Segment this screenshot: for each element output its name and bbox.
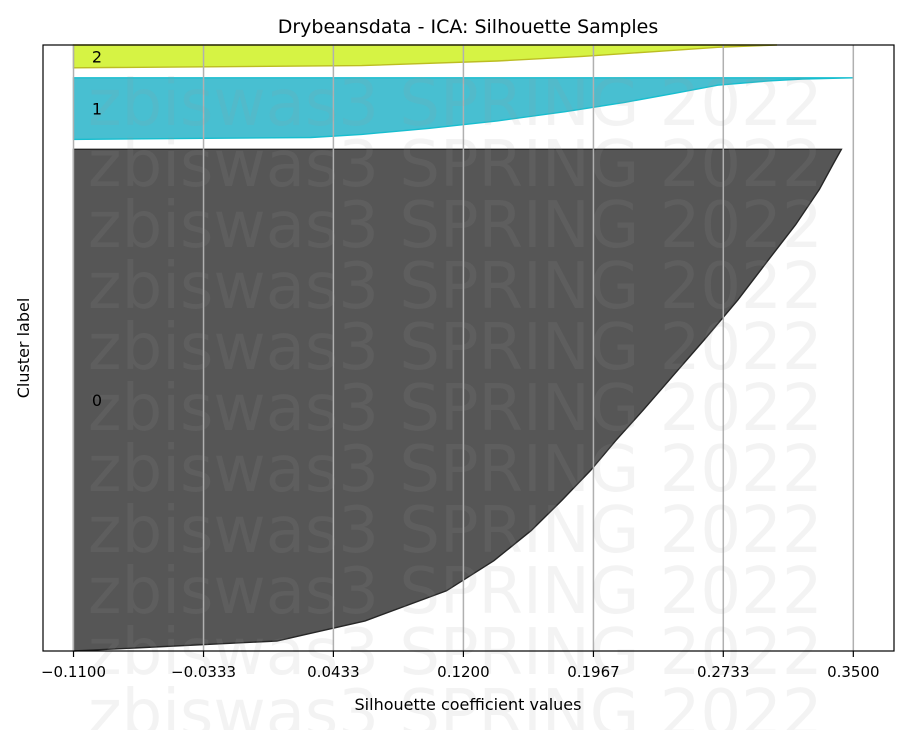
cluster-label-1: 1 bbox=[92, 100, 102, 119]
silhouette-cluster-0 bbox=[72, 148, 843, 652]
x-tick-label: −0.1100 bbox=[41, 663, 106, 681]
watermark-text: zbiswas3 SPRING 2022 bbox=[88, 189, 823, 263]
watermark-text: zbiswas3 SPRING 2022 bbox=[88, 433, 823, 507]
silhouette-cluster-2 bbox=[72, 44, 778, 69]
x-grid bbox=[72, 45, 855, 651]
watermark-text: zbiswas3 SPRING 2022 bbox=[88, 311, 823, 385]
cluster-label-0: 0 bbox=[92, 391, 102, 410]
x-tick-label: 0.1200 bbox=[437, 663, 490, 681]
x-tick-label: 0.2733 bbox=[697, 663, 750, 681]
x-axis-label: Silhouette coefficient values bbox=[355, 695, 582, 714]
watermark-text: zbiswas3 SPRING 2022 bbox=[88, 128, 823, 202]
watermark-text: zbiswas3 SPRING 2022 bbox=[88, 372, 823, 446]
x-tick-label: 0.0433 bbox=[307, 663, 360, 681]
chart-title: Drybeansdata - ICA: Silhouette Samples bbox=[278, 16, 659, 38]
x-axis-ticks: −0.1100 −0.0333 0.0433 0.1200 0.1967 0.2733 0.… bbox=[41, 651, 880, 681]
x-tick-label: −0.0333 bbox=[171, 663, 236, 681]
cluster-labels: 0 1 2 bbox=[92, 47, 102, 410]
x-tick-label: 0.3500 bbox=[827, 663, 880, 681]
plot-frame bbox=[42, 44, 895, 652]
cluster-label-2: 2 bbox=[92, 47, 102, 66]
watermark-text: zbiswas3 SPRING 2022 bbox=[88, 677, 823, 730]
watermark-text: zbiswas3 SPRING 2022 bbox=[88, 494, 823, 568]
y-axis-label: Cluster label bbox=[14, 298, 33, 399]
watermark-text: zbiswas3 SPRING 2022 bbox=[88, 616, 823, 690]
x-tick-label: 0.1967 bbox=[567, 663, 620, 681]
watermark-text: zbiswas3 SPRING 2022 bbox=[88, 67, 823, 141]
watermark-text: zbiswas3 SPRING 2022 bbox=[88, 250, 823, 324]
watermark-text: zbiswas3 SPRING 2022 bbox=[88, 555, 823, 629]
